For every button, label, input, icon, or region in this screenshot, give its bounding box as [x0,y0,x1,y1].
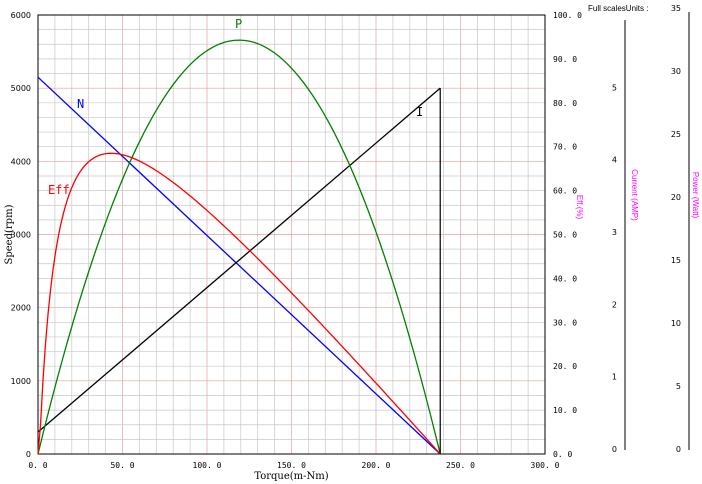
series-eff-line [37,152,441,455]
power-tick-label: 5 [676,382,681,391]
x-tick-label: 50. 0 [110,461,134,470]
current-axis-title: Current (AMP) [630,169,639,221]
speed-axis-title: Speed(rpm) [4,204,15,264]
power-tick-label: 35 [671,4,681,13]
eff-tick-label: 50. 0 [553,231,577,240]
current-tick-label: 3 [612,228,617,237]
x-axis-title: Torque(m-Nm) [254,471,328,482]
x-tick-label: 150. 0 [277,461,306,470]
plot-frame [37,14,546,455]
plot-curves [37,39,441,455]
eff-tick-label: 60. 0 [553,187,577,196]
plot-grid [37,14,546,455]
scales-header: Full scalesUnits : [588,4,648,13]
power-tick-label: 25 [671,130,681,139]
series-p-label: P [235,17,242,31]
power-tick-label: 30 [671,67,681,76]
eff-tick-label: 10. 0 [553,406,577,415]
eff-tick-label: 0. 0 [553,450,572,459]
series-eff-label: Eff [48,183,70,197]
eff-tick-label: 30. 0 [553,318,577,327]
x-tick-label: 100. 0 [193,461,222,470]
x-tick-label: 300. 0 [531,461,560,470]
power-tick-label: 20 [671,193,681,202]
current-tick-label: 1 [612,373,617,382]
series-i-line [37,87,441,433]
x-tick-label: 250. 0 [446,461,475,470]
power-tick-label: 10 [671,319,681,328]
series-i-label: I [416,105,423,119]
speed-tick-label: 4000 [11,157,31,166]
eff-tick-label: 90. 0 [553,55,577,64]
power-axis-title: Power (Watt) [691,172,700,219]
series-n-line [37,76,441,455]
speed-tick-label: 3000 [11,231,31,240]
current-tick-label: 4 [612,156,617,165]
current-tick-label: 5 [612,83,617,92]
eff-tick-label: 80. 0 [553,99,577,108]
power-tick-label: 0 [676,445,681,454]
eff-tick-label: 70. 0 [553,143,577,152]
series-p-line [37,39,441,455]
speed-tick-label: 0 [26,450,31,459]
power-tick-label: 15 [671,256,681,265]
speed-tick-label: 5000 [11,84,31,93]
speed-tick-label: 6000 [11,11,31,20]
eff-tick-label: 40. 0 [553,274,577,283]
eff-tick-label: 100. 0 [553,11,582,20]
x-tick-label: 200. 0 [362,461,391,470]
plot-axes [37,12,690,455]
eff-tick-label: 20. 0 [553,362,577,371]
current-tick-label: 2 [612,300,617,309]
plot-labels: 0. 0 50. 0 100. 0 150. 0 200. 0 250. 0 300. 0T… [4,4,700,482]
speed-tick-label: 2000 [11,304,31,313]
x-tick-label: 0. 0 [28,461,47,470]
current-tick-label: 0 [612,445,617,454]
eff-axis-title: Eff.(%) [575,195,584,220]
series-n-label: N [77,97,84,111]
speed-tick-label: 1000 [11,377,31,386]
